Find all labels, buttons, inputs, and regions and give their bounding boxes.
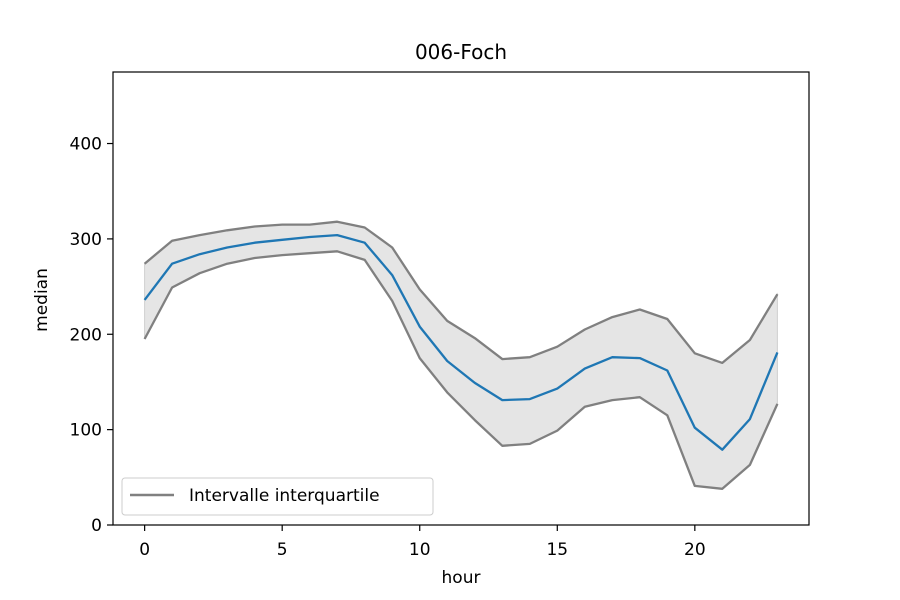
y-tick-label: 400 [70, 135, 102, 155]
y-axis-label: median [32, 268, 52, 332]
y-tick-label: 300 [70, 230, 102, 250]
lower-quartile-line [143, 250, 779, 490]
plot-frame [112, 71, 810, 526]
x-tick-label: 20 [684, 540, 706, 560]
x-tick-label: 10 [409, 540, 431, 560]
x-tick-label: 0 [139, 540, 150, 560]
x-tick-label: 15 [546, 540, 568, 560]
median-line [143, 233, 779, 451]
x-tick-label: 5 [277, 540, 288, 560]
legend: Intervalle interquartile [121, 477, 434, 516]
upper-quartile-line [143, 220, 779, 365]
chart-title: 006-Foch [415, 40, 507, 64]
y-tick-label: 0 [91, 516, 102, 536]
legend-box [121, 477, 434, 516]
legend-label-interquartile: Intervalle interquartile [189, 486, 380, 506]
x-axis-label: hour [442, 568, 481, 588]
y-tick-label: 200 [70, 325, 102, 345]
plot-area [143, 220, 779, 490]
y-tick-label: 100 [70, 421, 102, 441]
